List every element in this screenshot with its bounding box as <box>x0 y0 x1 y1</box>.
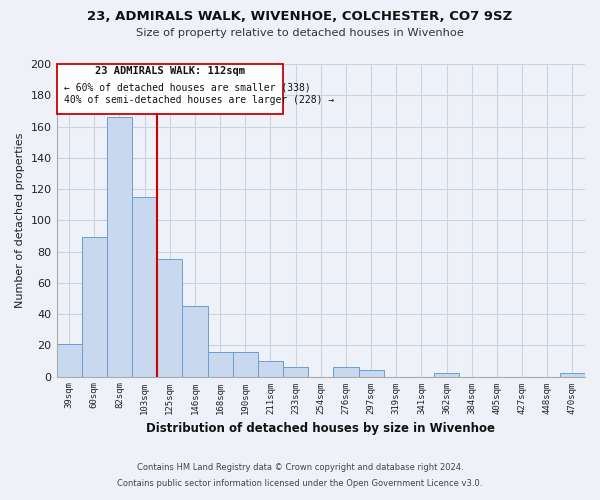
Text: Size of property relative to detached houses in Wivenhoe: Size of property relative to detached ho… <box>136 28 464 38</box>
Bar <box>359 370 383 376</box>
Bar <box>233 352 258 376</box>
Bar <box>132 197 157 376</box>
Y-axis label: Number of detached properties: Number of detached properties <box>15 132 25 308</box>
Bar <box>434 374 459 376</box>
Bar <box>258 361 283 376</box>
X-axis label: Distribution of detached houses by size in Wivenhoe: Distribution of detached houses by size … <box>146 422 495 435</box>
Bar <box>334 367 359 376</box>
Text: 40% of semi-detached houses are larger (228) →: 40% of semi-detached houses are larger (… <box>64 95 334 105</box>
Text: 23, ADMIRALS WALK, WIVENHOE, COLCHESTER, CO7 9SZ: 23, ADMIRALS WALK, WIVENHOE, COLCHESTER,… <box>88 10 512 23</box>
Text: ← 60% of detached houses are smaller (338): ← 60% of detached houses are smaller (33… <box>64 83 310 93</box>
Text: Contains HM Land Registry data © Crown copyright and database right 2024.: Contains HM Land Registry data © Crown c… <box>137 464 463 472</box>
Bar <box>157 260 182 376</box>
Bar <box>107 117 132 376</box>
Bar <box>283 367 308 376</box>
Bar <box>182 306 208 376</box>
Bar <box>56 344 82 376</box>
Text: 23 ADMIRALS WALK: 112sqm: 23 ADMIRALS WALK: 112sqm <box>95 66 245 76</box>
Text: Contains public sector information licensed under the Open Government Licence v3: Contains public sector information licen… <box>118 478 482 488</box>
Bar <box>208 352 233 376</box>
Bar <box>82 238 107 376</box>
Bar <box>560 374 585 376</box>
